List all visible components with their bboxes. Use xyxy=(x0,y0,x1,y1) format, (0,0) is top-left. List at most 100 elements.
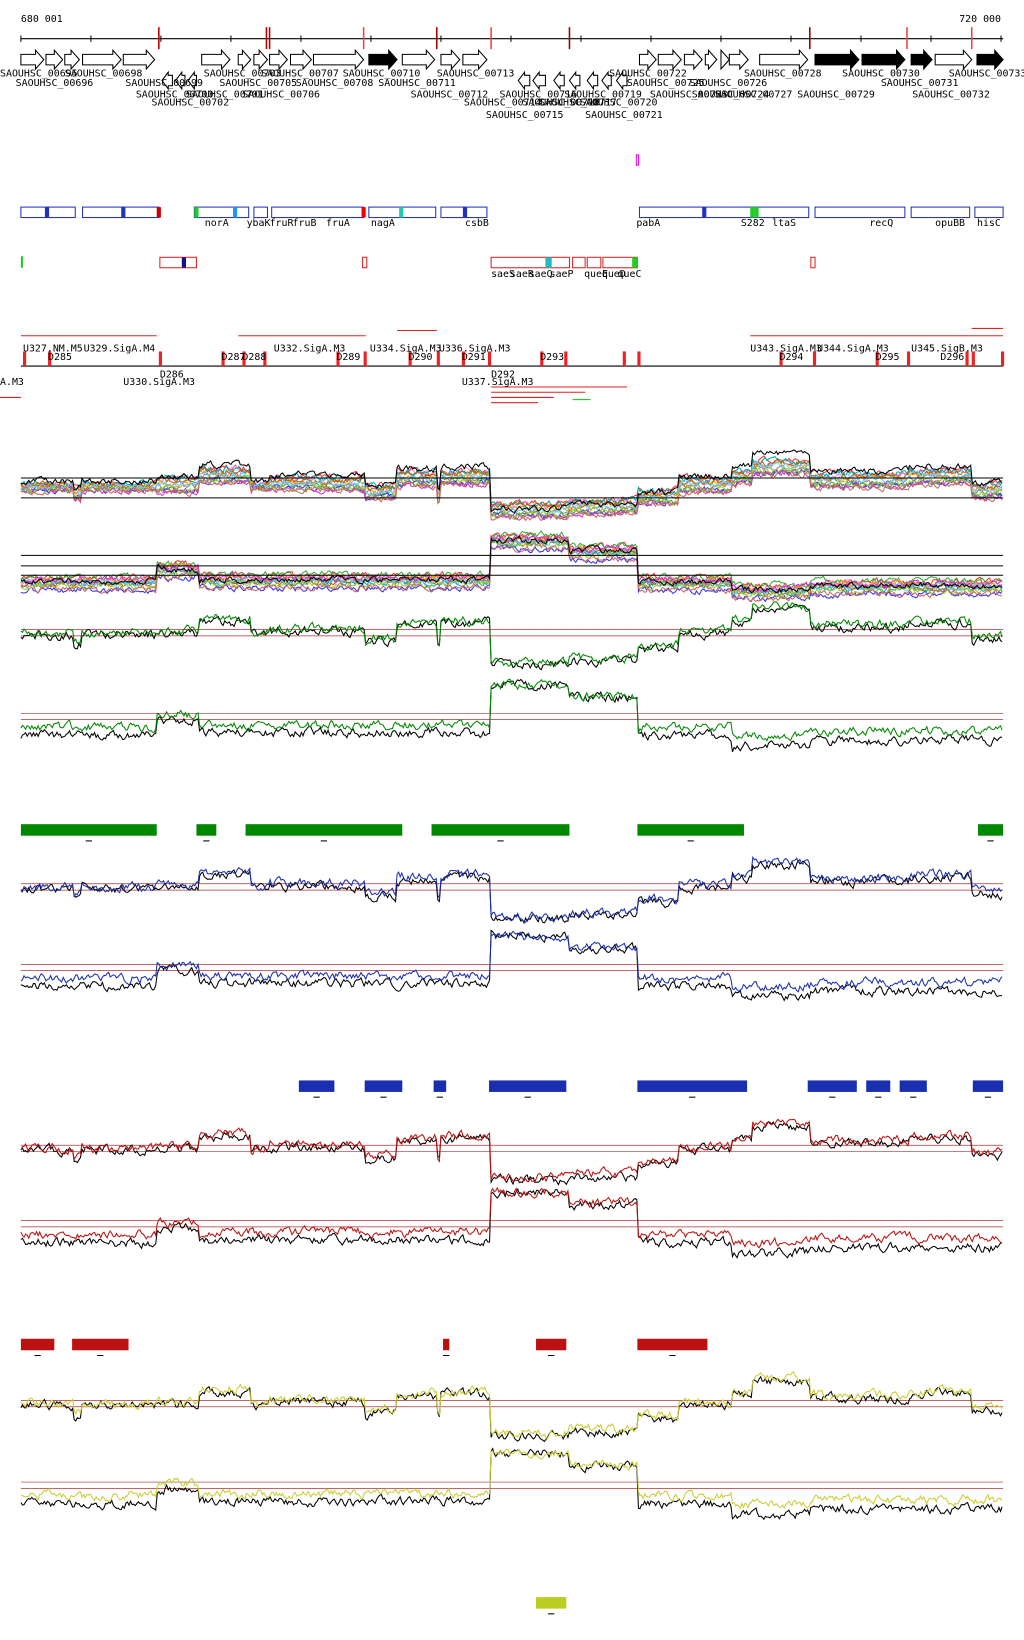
promoter-mark xyxy=(461,351,465,367)
expression-trace xyxy=(20,678,1003,753)
gene-label: SAOUHSC_00714 xyxy=(464,98,542,109)
gene-arrow xyxy=(187,70,197,91)
feature-mark xyxy=(20,256,23,268)
gene-label: SAOUHSC_00711 xyxy=(378,78,456,89)
region-bar xyxy=(364,1080,403,1092)
gene-arrow xyxy=(20,48,45,71)
region-bar xyxy=(489,1080,567,1092)
gene-label: SAOUHSC_00732 xyxy=(912,89,990,100)
feature-mark xyxy=(233,207,238,218)
gene-name: pabA xyxy=(636,218,660,229)
expression-trace xyxy=(20,530,1003,590)
gene-arrow xyxy=(683,48,703,71)
feature-mark xyxy=(754,207,759,218)
gene-name: norA xyxy=(205,218,229,229)
promoter-mark xyxy=(242,351,246,367)
feature-box xyxy=(814,206,906,219)
gene-label: SAOUHSC_00727 xyxy=(715,89,793,100)
gene-arrow xyxy=(312,48,365,71)
promoter-label: D290 xyxy=(409,352,433,363)
region-bar xyxy=(536,1597,567,1609)
promoter-mark xyxy=(408,351,412,367)
promoter-mark xyxy=(363,351,367,367)
region-bar xyxy=(637,1080,748,1092)
operon-name: saeQ xyxy=(529,269,553,280)
expression-trace xyxy=(20,544,1003,603)
promoter-mark xyxy=(812,351,817,367)
feature-mark xyxy=(194,207,199,218)
promoter-mark xyxy=(336,351,340,367)
gene-label: SAOUHSC_00730 xyxy=(842,68,920,79)
region-bar xyxy=(431,824,570,836)
region-bar xyxy=(807,1080,857,1092)
gene-arrow xyxy=(720,48,731,71)
gene-arrow xyxy=(289,48,313,71)
promoter-mark xyxy=(875,351,879,367)
feature-box xyxy=(271,206,365,219)
gene-label: SAOUHSC_00713 xyxy=(437,68,515,79)
expression-trace xyxy=(20,1375,1003,1443)
expression-trace xyxy=(20,1187,1003,1259)
gene-arrow xyxy=(462,48,488,71)
gene-name: opuBB xyxy=(935,218,965,229)
operon-name: saeS xyxy=(491,269,515,280)
gene-arrow xyxy=(657,48,682,71)
promoter-mark xyxy=(906,351,911,367)
gene-label: SAOUHSC_00703 xyxy=(204,68,282,79)
promoter-label: U336.SigA.M3 xyxy=(439,343,511,354)
gene-arrow xyxy=(82,48,122,71)
gene-arrow xyxy=(728,48,749,71)
expression-trace xyxy=(20,1447,1003,1521)
expression-trace xyxy=(20,1118,1003,1183)
gene-arrow xyxy=(934,48,973,71)
promoter-mark xyxy=(1001,351,1005,367)
gene-label: SAOUHSC_00729 xyxy=(797,89,875,100)
expression-trace xyxy=(20,1186,1003,1249)
gene-label: SAOUHSC_00710 xyxy=(343,68,421,79)
expression-trace xyxy=(20,464,1003,517)
gene-label: SAOUHSC_00723 xyxy=(650,89,728,100)
promoter-mark xyxy=(965,351,969,367)
expression-trace xyxy=(20,469,1003,522)
operon-name: queC xyxy=(618,269,642,280)
gene-label: SAOUHSC_00700 xyxy=(136,89,214,100)
operon-box xyxy=(490,256,570,269)
promoter-mark xyxy=(971,351,975,367)
marker xyxy=(635,154,639,166)
promoter-mark xyxy=(540,351,544,367)
expression-trace xyxy=(20,449,1003,513)
gene-arrow xyxy=(704,48,718,71)
gene-label: SAOUHSC_00720 xyxy=(580,98,658,109)
region-bar xyxy=(536,1338,567,1351)
gene-arrow xyxy=(237,48,252,71)
gene-name: csbB xyxy=(465,218,489,229)
gene-label: SAOUHSC_00699 xyxy=(125,78,203,89)
feature-mark xyxy=(462,207,468,218)
operon-name: queD xyxy=(602,269,626,280)
promoter-label: D293 xyxy=(540,352,564,363)
promoter-label: D288 xyxy=(242,352,266,363)
feature-mark xyxy=(156,207,161,218)
gene-label: SAOUHSC_00705 xyxy=(219,78,297,89)
gene-label: SAOUHSC_00696 xyxy=(16,78,94,89)
region-bar xyxy=(72,1338,129,1351)
region-bar xyxy=(443,1338,450,1351)
gene-label: SAOUHSC_00712 xyxy=(411,89,489,100)
expression-trace xyxy=(20,461,1003,514)
promoter-label: D287 xyxy=(222,352,246,363)
gene-arrow xyxy=(532,70,546,91)
promoter-label: U337.SigA.M3 xyxy=(462,377,534,388)
promoter-label: U332.SigA.M3 xyxy=(274,343,346,354)
region-bar xyxy=(196,824,217,836)
gene-label: SAOUHSC_00695 xyxy=(0,68,78,79)
gene-label: SAOUHSC_00698 xyxy=(65,68,143,79)
axis-end: 720 000 xyxy=(959,14,1001,25)
gene-name: S282 xyxy=(741,218,765,229)
gene-arrow xyxy=(814,48,860,71)
promoter-label: D286 xyxy=(160,370,184,381)
gene-label: SAOUHSC_00722 xyxy=(609,68,687,79)
expression-trace xyxy=(20,535,1003,594)
region-bar xyxy=(20,824,157,836)
operon-name: saeR xyxy=(510,269,534,280)
gene-arrow xyxy=(401,48,436,71)
